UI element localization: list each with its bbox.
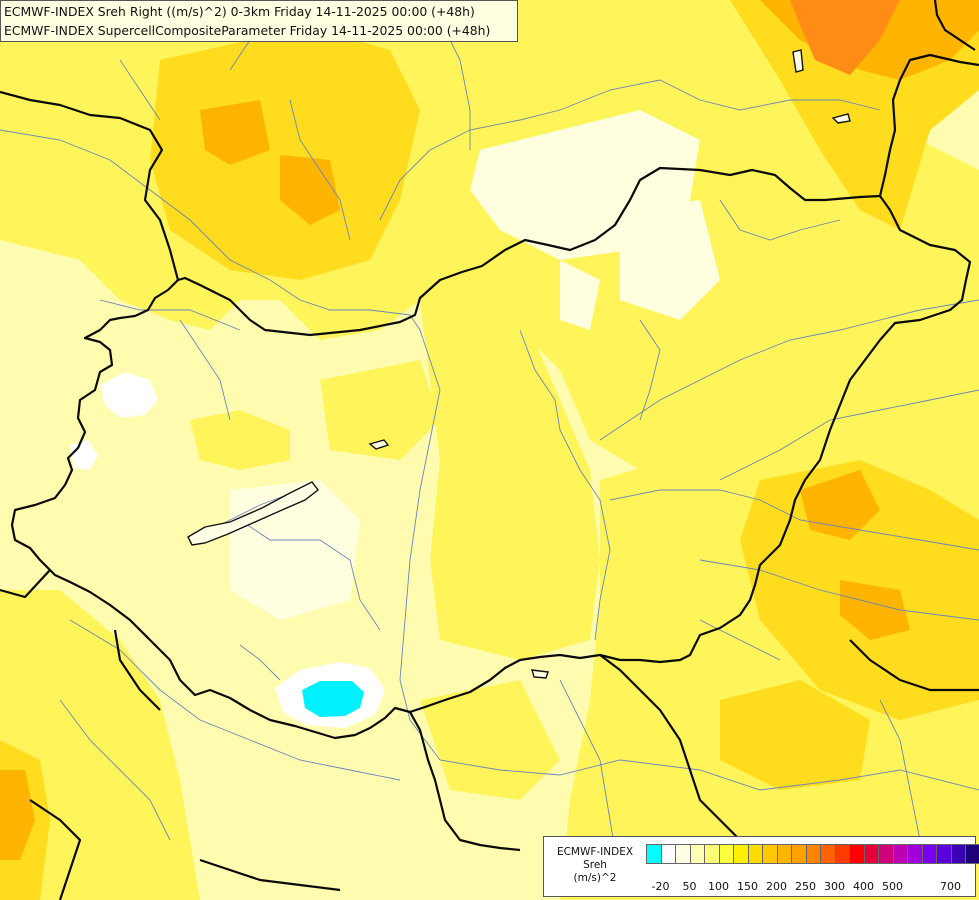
legend-tick-label: 50 [682, 880, 697, 893]
legend-title-line-1: ECMWF-INDEX [556, 846, 634, 858]
legend-tick-label: 150 [737, 880, 758, 893]
legend-tick-label: 700 [940, 880, 961, 893]
legend-swatch [965, 844, 979, 864]
legend-tick-label: 200 [766, 880, 787, 893]
map-title-line-1: ECMWF-INDEX Sreh Right ((m/s)^2) 0-3km F… [4, 4, 475, 19]
legend-color-scale: -20 50 100 150 200 250 300 400 500 700 [646, 844, 979, 893]
legend-tick-label: 250 [795, 880, 816, 893]
legend-title: ECMWF-INDEX Sreh (m/s)^2 [546, 846, 644, 885]
legend-tick-label: 100 [708, 880, 729, 893]
color-field-deep-orange [790, 0, 900, 75]
rivers [0, 9, 979, 881]
map-title-box: ECMWF-INDEX Sreh Right ((m/s)^2) 0-3km F… [0, 0, 518, 42]
color-legend: ECMWF-INDEX Sreh (m/s)^2 -20 50 100 150 200 2… [543, 836, 979, 897]
map-title-line-2: ECMWF-INDEX SupercellCompositeParameter … [4, 23, 491, 38]
legend-tick-label: 400 [853, 880, 874, 893]
legend-title-line-2: Sreh [583, 859, 607, 871]
legend-tick-label: 500 [882, 880, 903, 893]
lakes [187, 49, 851, 679]
color-field-cyan [302, 681, 364, 717]
legend-title-line-3: (m/s)^2 [573, 872, 617, 884]
legend-tick-label: 300 [824, 880, 845, 893]
legend-tick-label: -20 [651, 880, 670, 893]
